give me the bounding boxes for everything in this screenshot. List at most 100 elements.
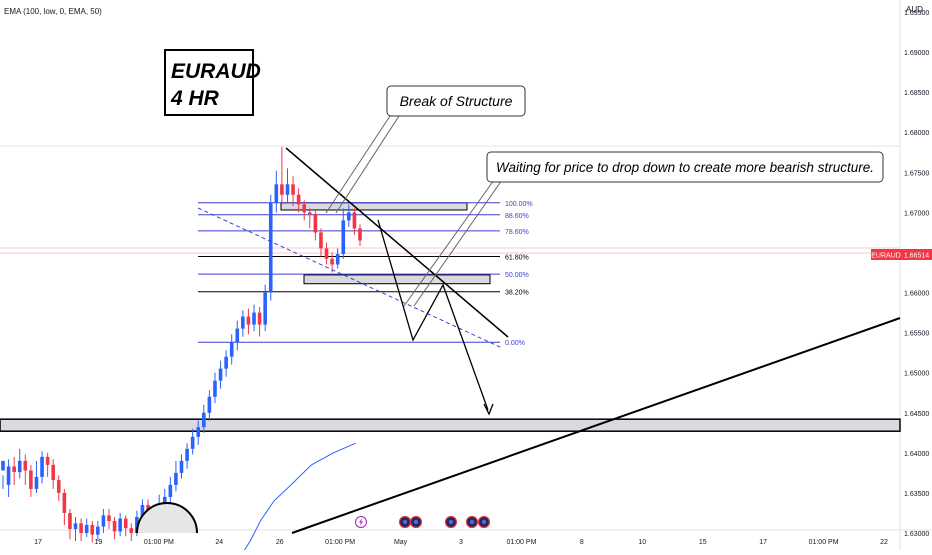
fib-level-label: 0.00% xyxy=(505,340,525,347)
note-pointer-1 xyxy=(403,179,495,307)
projected-path[interactable] xyxy=(377,219,489,411)
fib-level-label: 61.80% xyxy=(505,254,529,261)
candle-body xyxy=(241,316,245,329)
candle-body xyxy=(218,368,223,381)
bos-pointer-1 xyxy=(325,115,391,214)
candle-body xyxy=(190,436,195,449)
symbol-title: EURAUD xyxy=(171,60,261,83)
time-tick-label: 17 xyxy=(34,539,42,546)
candle-body xyxy=(107,515,111,521)
candle-body xyxy=(280,184,284,195)
candle-body xyxy=(34,476,39,489)
time-tick-label: 19 xyxy=(95,539,103,546)
candle-body xyxy=(319,232,323,249)
time-tick-label: 01:00 PM xyxy=(506,539,536,546)
candle-body xyxy=(185,448,189,461)
earnings-glyph xyxy=(413,519,419,525)
price-tick-label: 1.65500 xyxy=(904,331,929,338)
time-tick-label: 3 xyxy=(459,539,463,546)
candle-body xyxy=(146,504,150,511)
candle-body xyxy=(229,342,234,357)
time-tick-label: May xyxy=(394,539,408,546)
circle-marker xyxy=(136,502,198,534)
price-tick-label: 1.68500 xyxy=(904,90,929,97)
candle-body xyxy=(62,492,67,513)
candle-body xyxy=(235,328,240,343)
candle-body xyxy=(285,184,290,195)
candle-body xyxy=(224,356,228,369)
candle-body xyxy=(330,258,334,265)
note-pointer-2 xyxy=(413,179,503,307)
candle-body xyxy=(56,480,61,493)
time-tick-label: 24 xyxy=(215,539,223,546)
timeframe-title: 4 HR xyxy=(170,87,220,110)
ema-line xyxy=(240,442,356,555)
candle-body xyxy=(45,456,50,465)
candle-body xyxy=(291,184,295,195)
time-tick-label: 22 xyxy=(880,539,888,546)
projected-path-arrowhead xyxy=(483,403,494,416)
candle-body xyxy=(29,470,33,489)
candle-body xyxy=(123,518,128,529)
ascending-trendline[interactable] xyxy=(291,317,901,534)
candle-body xyxy=(79,523,83,533)
time-axis[interactable]: 17 19 01:00 PM 24 26 01:00 PM May 3 01:00 PM 8 10 1… xyxy=(34,539,888,546)
candlesticks xyxy=(1,146,362,543)
price-tick-label: 1.68000 xyxy=(904,130,929,137)
candle-body xyxy=(68,512,72,529)
event-markers[interactable] xyxy=(355,515,491,529)
candle-body xyxy=(17,460,22,473)
earnings-glyph xyxy=(481,519,487,525)
candle-body xyxy=(73,523,78,529)
drawings[interactable] xyxy=(136,115,901,534)
candle-body xyxy=(307,212,312,214)
candle-body xyxy=(246,316,251,325)
price-tag-symbol-box xyxy=(871,249,901,260)
price-tick-label: 1.63000 xyxy=(904,531,929,538)
candle-body xyxy=(296,194,301,205)
candle-body xyxy=(84,524,89,533)
title-box[interactable] xyxy=(164,49,254,116)
time-tick-label: 10 xyxy=(638,539,646,546)
time-tick-label: 01:00 PM xyxy=(144,539,174,546)
candle-body xyxy=(112,520,117,532)
candle-body xyxy=(313,213,318,233)
earnings-glyph xyxy=(469,519,475,525)
candle-body xyxy=(202,412,206,428)
candle-body xyxy=(196,427,201,437)
candle-body xyxy=(268,202,273,293)
candle-body xyxy=(12,466,16,473)
price-tag-value-box xyxy=(901,249,932,260)
fib-level-label: 38.20% xyxy=(505,290,529,297)
price-tick-label: 1.69500 xyxy=(904,10,929,17)
price-tick-label: 1.69000 xyxy=(904,50,929,57)
time-tick-label: 17 xyxy=(759,539,767,546)
candle-body xyxy=(129,528,134,533)
demand-zone[interactable] xyxy=(303,274,491,285)
supply-zone[interactable] xyxy=(280,202,468,211)
candle-body xyxy=(23,460,28,471)
price-axis[interactable]: 1.69500 1.69000 1.68500 1.68000 1.67500 1.670… xyxy=(904,10,929,538)
break-of-structure-text: Break of Structure xyxy=(400,93,513,109)
price-tick-label: 1.66000 xyxy=(904,291,929,298)
time-tick-label: 26 xyxy=(276,539,284,546)
price-tag-value: 1.66514 xyxy=(904,253,929,260)
candle-body xyxy=(341,220,346,255)
candle-body xyxy=(135,516,139,533)
fib-level-label: 50.00% xyxy=(505,272,529,279)
candle-body xyxy=(51,464,56,481)
descending-trendline[interactable] xyxy=(285,147,509,338)
currency-label: AUD xyxy=(906,5,923,14)
candle-body xyxy=(118,518,122,532)
waiting-note-callout[interactable] xyxy=(486,151,884,183)
candle-body xyxy=(302,204,307,213)
candle-body xyxy=(274,184,279,203)
price-tick-label: 1.67500 xyxy=(904,170,929,177)
candle-body xyxy=(101,515,106,527)
price-tag-symbol: EURAUD xyxy=(871,253,901,260)
earnings-glyph xyxy=(402,519,408,525)
break-of-structure-callout[interactable] xyxy=(386,85,526,117)
support-zone[interactable] xyxy=(0,418,901,432)
